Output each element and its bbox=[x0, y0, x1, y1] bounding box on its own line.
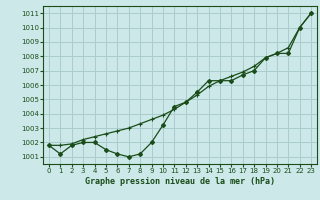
X-axis label: Graphe pression niveau de la mer (hPa): Graphe pression niveau de la mer (hPa) bbox=[85, 177, 275, 186]
